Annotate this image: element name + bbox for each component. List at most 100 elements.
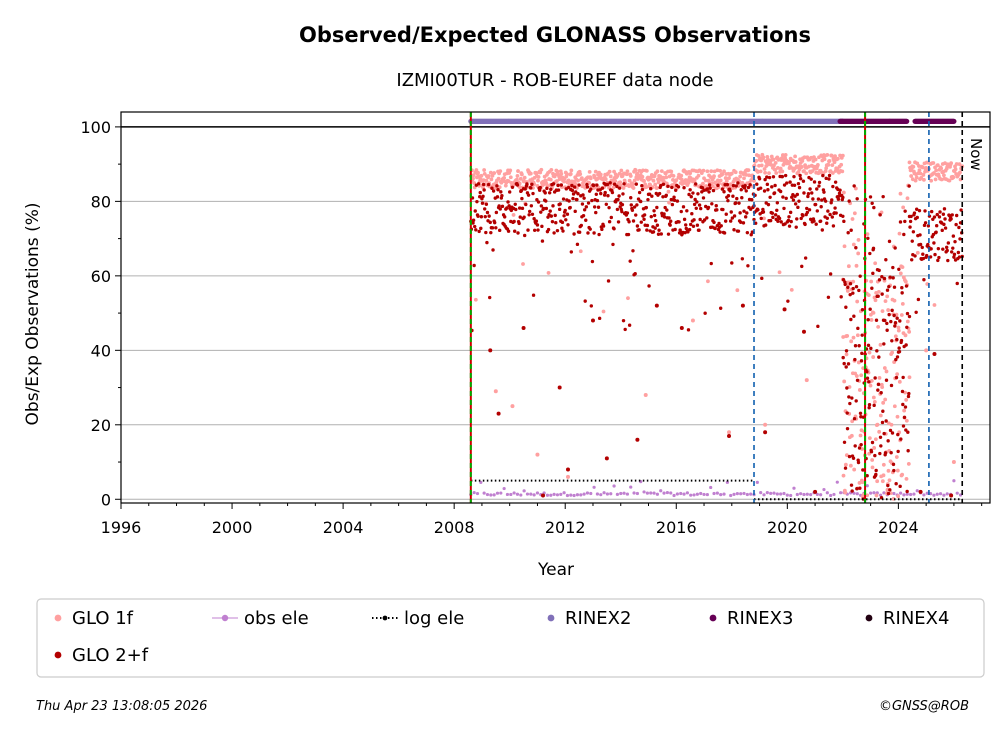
- data-point: [570, 183, 574, 188]
- data-point: [875, 479, 880, 484]
- data-point: [883, 451, 888, 455]
- data-point: [618, 180, 623, 185]
- data-point: [869, 279, 874, 284]
- data-point: [867, 380, 871, 384]
- data-point: [763, 223, 768, 227]
- data-point: [773, 167, 778, 172]
- data-point: [479, 215, 484, 219]
- obs-ele-point: [532, 493, 536, 497]
- data-point: [651, 230, 656, 234]
- data-point: [830, 171, 835, 175]
- data-point: [885, 328, 889, 332]
- data-point: [849, 317, 853, 322]
- data-point: [472, 181, 477, 185]
- data-point: [738, 211, 742, 215]
- legend-label: RINEX2: [565, 608, 631, 629]
- data-point: [616, 220, 621, 224]
- drop-point: [496, 411, 501, 416]
- data-point: [687, 192, 691, 197]
- data-point: [718, 178, 723, 183]
- data-point: [867, 406, 871, 410]
- plot-frame: [120, 111, 991, 504]
- data-point: [877, 268, 881, 273]
- data-point: [654, 186, 659, 191]
- data-point: [900, 286, 904, 290]
- data-point: [915, 215, 919, 220]
- data-point: [540, 224, 544, 229]
- obs-ele-point: [815, 492, 819, 496]
- data-point: [898, 319, 902, 323]
- data-point: [841, 355, 845, 360]
- data-point: [644, 205, 648, 210]
- data-point: [620, 209, 624, 214]
- obs-ele-point: [682, 492, 686, 496]
- data-point: [607, 169, 612, 174]
- data-point: [496, 176, 501, 181]
- data-point: [477, 229, 481, 234]
- data-point: [472, 263, 476, 268]
- data-point: [563, 208, 567, 213]
- data-point: [553, 172, 558, 177]
- data-point: [471, 218, 476, 222]
- data-point: [601, 224, 606, 228]
- obs-ele-point: [829, 493, 833, 498]
- data-point: [870, 201, 874, 205]
- data-point: [789, 287, 794, 292]
- drop-point: [782, 307, 787, 312]
- data-point: [830, 198, 834, 202]
- data-point: [656, 232, 661, 236]
- data-point: [814, 222, 818, 226]
- data-point: [787, 224, 792, 228]
- data-point: [615, 207, 620, 212]
- data-point: [801, 214, 805, 218]
- data-point: [921, 173, 926, 177]
- data-point: [880, 420, 885, 425]
- data-point: [876, 294, 880, 298]
- data-point: [565, 212, 570, 216]
- data-point: [801, 179, 806, 183]
- data-point: [922, 223, 927, 228]
- data-point: [904, 428, 908, 432]
- data-point: [473, 209, 477, 213]
- data-point: [792, 174, 796, 179]
- data-point: [696, 173, 701, 178]
- data-point: [892, 285, 897, 289]
- obs-ele-point: [785, 493, 789, 497]
- data-point: [934, 223, 939, 228]
- data-point: [887, 239, 892, 244]
- data-point: [706, 205, 711, 210]
- data-point: [572, 185, 577, 189]
- obs-ele-point: [769, 491, 773, 495]
- data-point: [724, 179, 729, 183]
- data-point: [700, 186, 705, 190]
- data-point: [554, 179, 559, 183]
- data-point: [819, 205, 823, 209]
- data-point: [651, 178, 656, 183]
- data-point: [644, 168, 649, 173]
- data-point: [619, 168, 624, 173]
- data-point: [940, 228, 944, 233]
- obs-ele-point: [662, 491, 666, 495]
- data-point: [484, 230, 488, 235]
- data-point: [780, 153, 785, 157]
- obs-ele-point: [855, 492, 859, 496]
- data-point: [929, 209, 934, 214]
- data-point: [558, 202, 562, 206]
- data-point: [729, 210, 733, 214]
- obs-ele-point: [642, 490, 646, 494]
- data-point: [536, 175, 541, 179]
- data-point: [566, 178, 571, 183]
- data-point: [506, 179, 511, 184]
- data-point: [735, 196, 739, 201]
- obs-ele-point: [655, 492, 659, 496]
- data-point: [631, 219, 636, 223]
- grid: [121, 126, 990, 500]
- legend-label: obs ele: [244, 608, 309, 629]
- data-point: [590, 198, 594, 203]
- data-point: [857, 288, 861, 293]
- data-point: [833, 206, 837, 210]
- obs-ele-point: [922, 493, 926, 497]
- data-point: [603, 177, 608, 181]
- data-point: [911, 230, 916, 234]
- data-point: [625, 169, 630, 174]
